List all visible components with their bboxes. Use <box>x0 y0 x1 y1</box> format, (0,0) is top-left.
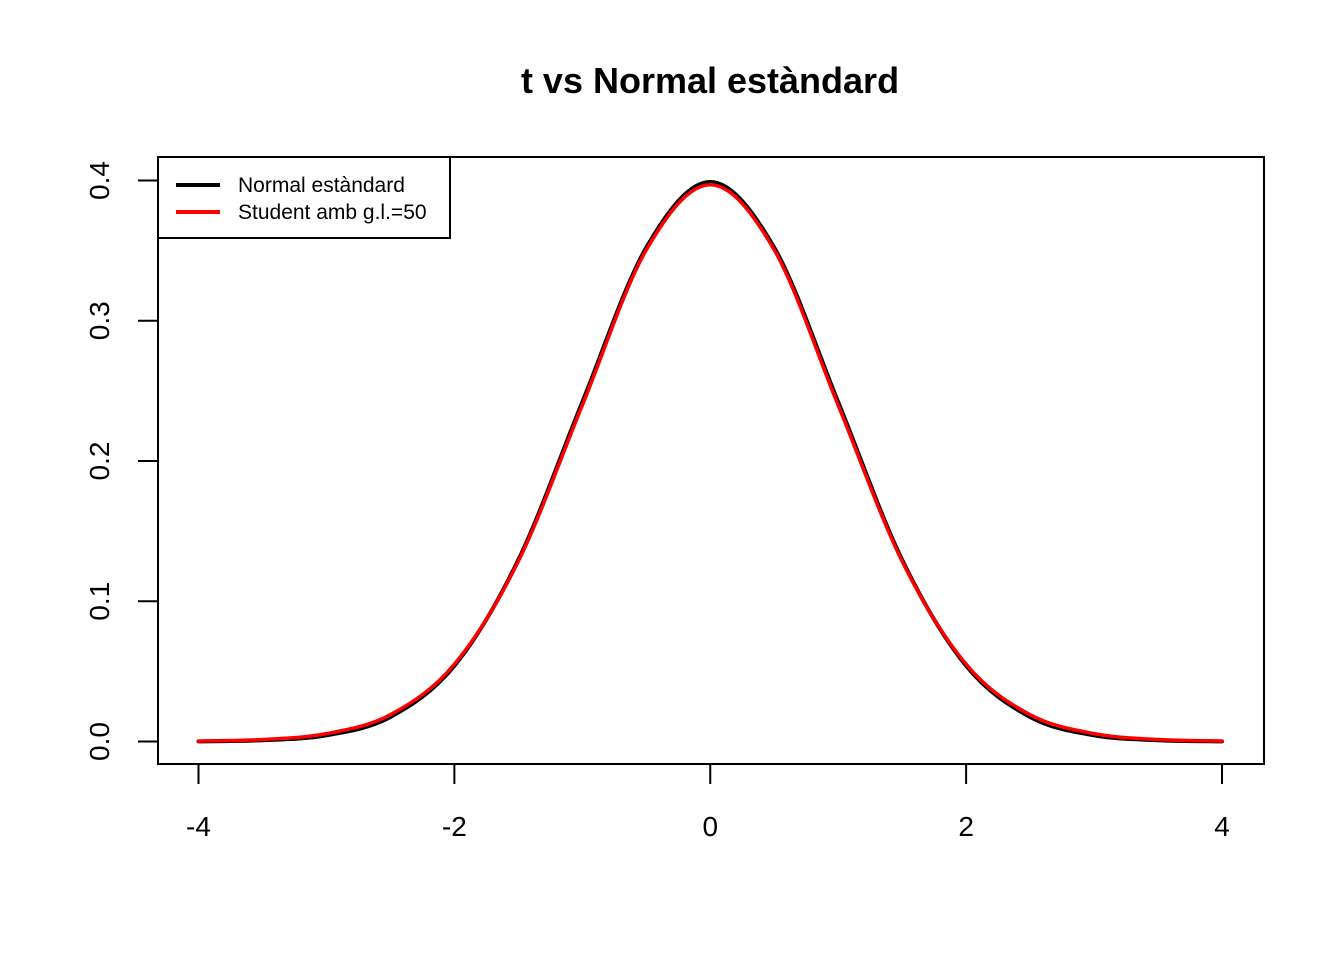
legend: Normal estàndard Student amb g.l.=50 <box>157 156 451 239</box>
series-line-1 <box>196 180 1224 744</box>
legend-label-1: Normal estàndard <box>238 174 405 197</box>
series-line-2 <box>196 182 1224 743</box>
legend-box <box>157 156 451 239</box>
plot-frame <box>157 156 1265 765</box>
y-tick-label: 0.0 <box>84 722 115 761</box>
chart-title: t vs Normal estàndard <box>521 60 899 101</box>
y-axis: 0.0 0.1 0.2 0.3 0.4 <box>84 161 159 761</box>
x-tick-label: 0 <box>702 811 718 842</box>
y-tick-label: 0.1 <box>84 582 115 621</box>
x-tick-label: 4 <box>1214 811 1230 842</box>
x-tick-label: 2 <box>958 811 974 842</box>
x-tick-label: -4 <box>186 811 211 842</box>
y-tick-label: 0.3 <box>84 301 115 340</box>
y-tick-label: 0.2 <box>84 442 115 481</box>
x-tick-label: -2 <box>442 811 467 842</box>
series-layer <box>196 180 1224 744</box>
legend-label-2: Student amb g.l.=50 <box>238 201 427 224</box>
y-tick-label: 0.4 <box>84 161 115 200</box>
x-axis: -4 -2 0 2 4 <box>186 763 1230 842</box>
